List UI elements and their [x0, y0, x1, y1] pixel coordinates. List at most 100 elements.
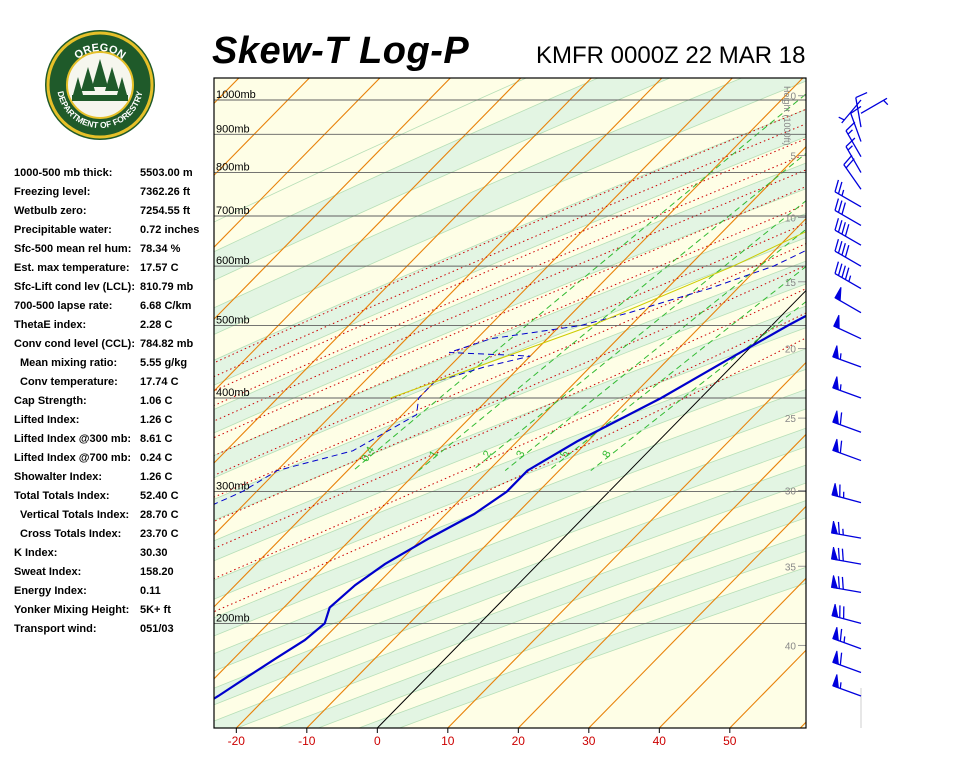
- wind-barb-feather: [837, 521, 840, 535]
- parameter-row: Vertical Totals Index: 28.70 C: [14, 509, 214, 528]
- wind-barb-staff: [860, 97, 888, 114]
- wind-barb-half-feather: [847, 145, 853, 151]
- parameter-row: 700-500 lapse rate: 6.68 C/km: [14, 300, 214, 319]
- parcel-profile: [390, 231, 806, 399]
- parameter-label: Total Totals Index:: [14, 490, 110, 502]
- wind-barb-staff: [834, 273, 862, 290]
- parameter-value: 2.28 C: [140, 319, 173, 331]
- wind-barb-feather: [837, 263, 843, 276]
- isotherm: [588, 505, 806, 728]
- wind-barb-feather: [841, 222, 846, 235]
- dry-adiabat: [214, 464, 806, 689]
- wind-barb: [832, 438, 862, 462]
- wind-barb-feather: [834, 198, 840, 211]
- wind-barb-flag: [832, 410, 839, 425]
- dry-adiabat: [214, 305, 806, 542]
- parameter-label: Lifted Index @300 mb:: [14, 433, 132, 445]
- mixing-ratio-label: 2: [481, 449, 494, 460]
- wind-barb: [838, 99, 862, 124]
- parameter-value: 0.11: [140, 585, 161, 597]
- dry-adiabat: [214, 327, 806, 562]
- oregon-department-of-forestry-logo: OREGON DEPARTMENT OF FORESTRY: [45, 30, 155, 140]
- dry-adiabat: [214, 162, 806, 410]
- wind-barb: [832, 627, 862, 650]
- parameter-value: 1.26 C: [140, 414, 173, 426]
- parameter-row: Freezing level: 7362.26 ft: [14, 186, 214, 205]
- mixing-ratio-label: 3: [514, 449, 527, 460]
- wind-barb: [830, 546, 862, 565]
- parameter-label: Energy Index:: [14, 585, 87, 597]
- mixing-ratio-line: [504, 228, 806, 471]
- parameter-value: 17.74 C: [140, 376, 179, 388]
- zero-isotherm: [376, 289, 806, 728]
- pressure-label: 300mb: [216, 481, 250, 493]
- wind-barb-feather: [834, 239, 840, 252]
- mixing-ratio-line: [548, 265, 806, 471]
- wind-barb: [832, 410, 862, 433]
- parameter-value: 23.70 C: [140, 528, 179, 540]
- isotherm: [658, 577, 806, 728]
- parameter-label: K Index:: [14, 547, 58, 559]
- parameter-row: K Index: 30.30: [14, 547, 214, 566]
- parameter-value: 52.40 C: [140, 490, 179, 502]
- isotherm: [214, 78, 734, 608]
- wind-barb-flag: [832, 627, 839, 642]
- parameter-row: Sfc-500 mean rel hum: 78.34 %: [14, 243, 214, 262]
- dry-adiabat: [214, 482, 806, 706]
- parameter-row: Est. max temperature: 17.57 C: [14, 262, 214, 281]
- wind-barb-half-feather: [839, 384, 842, 391]
- wind-barb-feather: [845, 121, 856, 132]
- parameter-value: 8.61 C: [140, 433, 173, 445]
- height-tick-label: 0: [790, 92, 796, 103]
- height-tick-label: 25: [785, 414, 797, 425]
- isotherm: [0, 69, 177, 764]
- pressure-label: 1000mb: [216, 89, 256, 101]
- height-tick-label: 30: [785, 487, 797, 498]
- x-tick-label: 50: [723, 734, 737, 748]
- isotherm: [214, 78, 522, 392]
- pressure-label: 800mb: [216, 162, 250, 174]
- parameter-label: Freezing level:: [14, 186, 91, 198]
- wind-barb-feather: [841, 548, 844, 562]
- dry-adiabat: [214, 446, 806, 672]
- parameter-row: Wetbulb zero: 7254.55 ft: [14, 205, 214, 224]
- dry-adiabat: [214, 78, 600, 253]
- wind-barb-feather: [839, 440, 843, 454]
- dry-adiabat: [214, 78, 743, 309]
- isotherm: [214, 78, 381, 248]
- isotherm: [214, 78, 593, 464]
- wind-barb: [834, 179, 862, 208]
- dry-adiabat: [214, 408, 806, 637]
- moist-adiabat: [214, 203, 806, 457]
- wind-barb-half-feather: [883, 99, 889, 106]
- height-tick-label: 10: [785, 213, 797, 224]
- parameter-label: Transport wind:: [14, 623, 97, 635]
- wind-barb: [830, 520, 862, 539]
- wind-barb: [831, 483, 862, 504]
- moist-adiabat: [214, 169, 806, 422]
- parameter-value: 0.72 inches: [140, 224, 200, 236]
- parameter-label: Vertical Totals Index:: [20, 509, 130, 521]
- dry-adiabat: [214, 136, 806, 386]
- parameter-label: Cap Strength:: [14, 395, 87, 407]
- isotherm: [214, 78, 452, 320]
- wind-barb: [855, 91, 868, 128]
- parameter-value: 0.24 C: [140, 452, 173, 464]
- wind-barb: [832, 376, 862, 399]
- wind-barb-staff: [834, 191, 862, 208]
- moist-adiabat: [214, 264, 806, 522]
- isotherm: [214, 78, 240, 105]
- wind-barb-half-feather: [839, 353, 842, 360]
- wind-barb-feather: [841, 576, 844, 590]
- wind-barb-feather: [834, 179, 840, 193]
- pressure-label: 200mb: [216, 612, 250, 624]
- dry-adiabat: [214, 80, 806, 335]
- wind-barb: [830, 575, 862, 594]
- wind-barb: [843, 154, 862, 190]
- station-time-label: KMFR 0000Z 22 MAR 18: [536, 42, 806, 69]
- wind-barb: [834, 287, 862, 314]
- height-axis-title: Height (1000ft): [782, 86, 792, 146]
- dry-adiabat-band: [214, 163, 806, 433]
- wind-barb-feather: [841, 202, 846, 215]
- dry-adiabat: [214, 78, 671, 281]
